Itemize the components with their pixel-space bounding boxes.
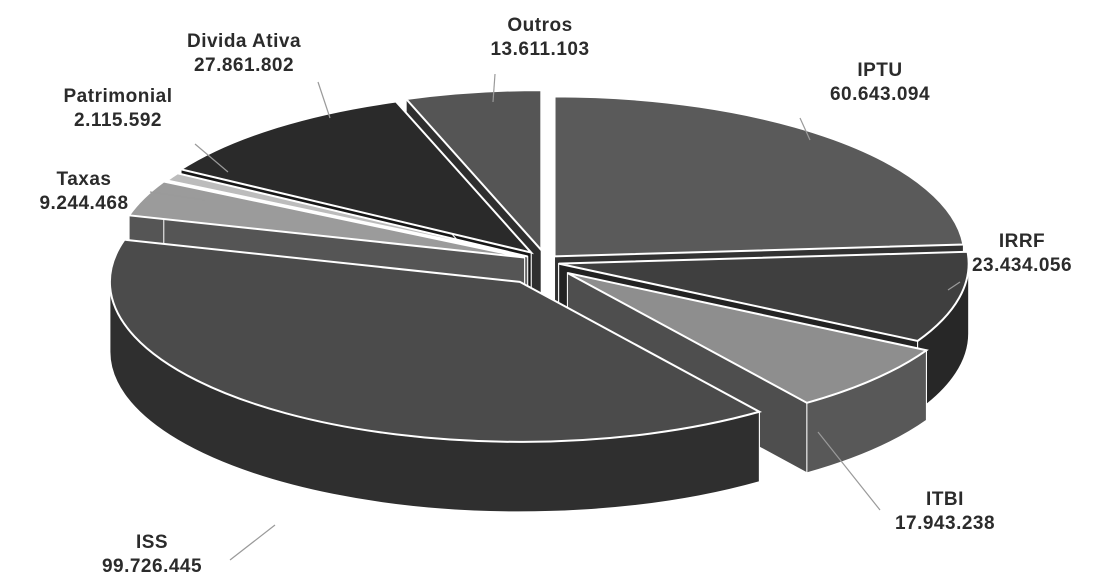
- value-iptu: 60.643.094: [830, 84, 930, 105]
- slice-outros: [404, 89, 543, 253]
- slice-iss: [108, 238, 762, 443]
- value-divida-ativa: 27.861.802: [194, 55, 294, 76]
- slice-divida-ativa: [178, 100, 535, 255]
- slice-iptu: [553, 95, 965, 258]
- leader-iptu: [799, 117, 811, 141]
- label-itbi: ITBI: [926, 489, 964, 510]
- value-itbi: 17.943.238: [895, 513, 995, 534]
- value-irrf: 23.434.056: [972, 255, 1072, 276]
- slice-itbi: [566, 271, 929, 404]
- slice-irrf: [558, 250, 970, 343]
- value-iss: 99.726.445: [102, 556, 202, 577]
- label-iptu: IPTU: [857, 60, 902, 81]
- leader-patrimonial: [194, 143, 229, 173]
- label-irrf: IRRF: [999, 231, 1045, 252]
- leader-iss: [229, 524, 276, 561]
- slice-taxas: [127, 180, 525, 259]
- pie-tops: [108, 89, 970, 443]
- slice-labels: IPTU 60.643.094 IRRF 23.434.056 ITBI 17.943.2…: [39, 15, 1072, 577]
- label-taxas: Taxas: [57, 169, 112, 190]
- leader-irrf: [947, 281, 961, 291]
- label-iss: ISS: [136, 532, 168, 553]
- slice-patrimonial: [164, 172, 528, 258]
- leader-divida-ativa: [317, 81, 331, 119]
- leader-taxas: [149, 191, 206, 201]
- leader-itbi: [817, 431, 881, 511]
- value-outros: 13.611.103: [490, 39, 589, 60]
- label-divida-ativa: Divida Ativa: [187, 31, 301, 52]
- leader-lines: [149, 73, 961, 561]
- label-outros: Outros: [507, 15, 572, 36]
- label-patrimonial: Patrimonial: [64, 86, 173, 107]
- value-patrimonial: 2.115.592: [74, 110, 162, 131]
- leader-outros: [492, 73, 496, 103]
- value-taxas: 9.244.468: [39, 193, 128, 214]
